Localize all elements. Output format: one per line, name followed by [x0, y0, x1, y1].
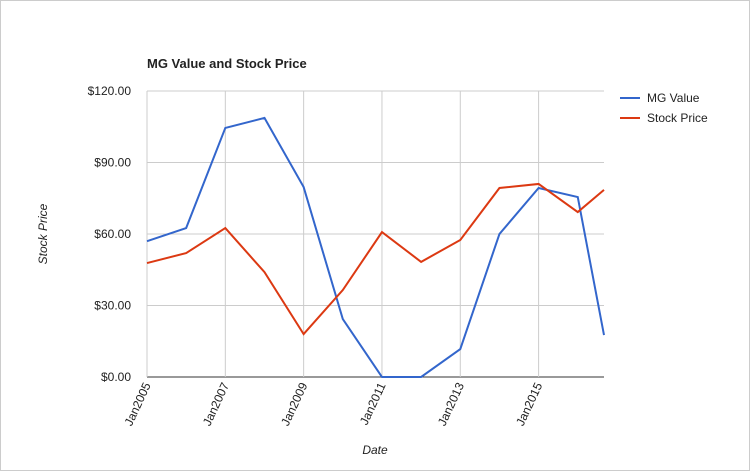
y-tick-label: $30.00 — [94, 299, 131, 313]
legend-label: MG Value — [647, 91, 700, 105]
y-tick-label: $0.00 — [101, 370, 131, 384]
y-tick-label: $120.00 — [88, 84, 132, 98]
series-line — [146, 182, 605, 336]
chart-title: MG Value and Stock Price — [147, 56, 307, 71]
y-axis-title: Stock Price — [36, 203, 50, 264]
y-tick-label: $90.00 — [94, 156, 131, 170]
legend-label: Stock Price — [647, 111, 708, 125]
y-tick-label: $60.00 — [94, 227, 131, 241]
series-line — [146, 116, 605, 378]
x-axis-title: Date — [362, 443, 388, 457]
